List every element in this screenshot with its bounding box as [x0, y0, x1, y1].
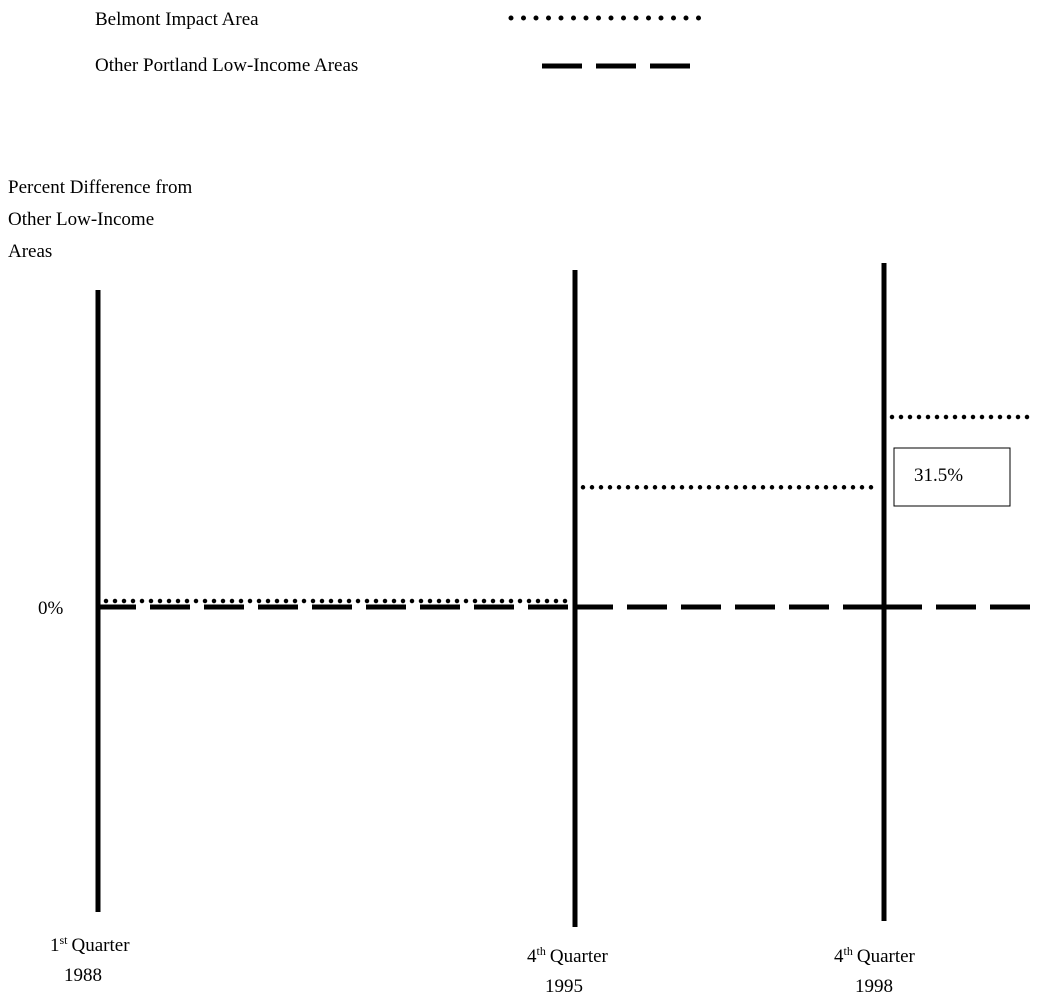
x-tick-label-quarter: 4th Quarter	[527, 944, 609, 967]
legend-label-belmont: Belmont Impact Area	[95, 9, 259, 30]
y-axis-label-line: Other Low-Income	[8, 209, 154, 230]
series-belmont	[103, 414, 1037, 604]
legend-label-other: Other Portland Low-Income Areas	[95, 55, 358, 76]
x-tick-label-quarter: 1st Quarter	[50, 933, 130, 956]
x-tick-label-quarter: 4th Quarter	[834, 944, 916, 967]
annotation-text: 31.5%	[914, 465, 963, 486]
annotation-31-5: 31.5%	[893, 447, 1011, 507]
x-tick-label-1998: 4th Quarter 1998	[834, 944, 916, 997]
y-tick-label-zero: 0%	[38, 598, 64, 619]
y-axis-label-line: Percent Difference from	[8, 177, 192, 198]
annotation-box	[893, 447, 1011, 507]
x-tick-label-year: 1995	[545, 976, 583, 997]
x-tick-label-1995: 4th Quarter 1995	[527, 944, 609, 997]
x-tick-label-year: 1988	[64, 965, 102, 986]
y-axis-label: Percent Difference from Other Low-Income…	[8, 177, 192, 262]
x-tick-label-1988: 1st Quarter 1988	[50, 933, 130, 986]
series-layer	[96, 414, 1037, 610]
legend: Belmont Impact Area Other Portland Low-I…	[95, 9, 703, 76]
y-axis-label-line: Areas	[8, 241, 52, 262]
x-tick-label-year: 1998	[855, 976, 893, 997]
